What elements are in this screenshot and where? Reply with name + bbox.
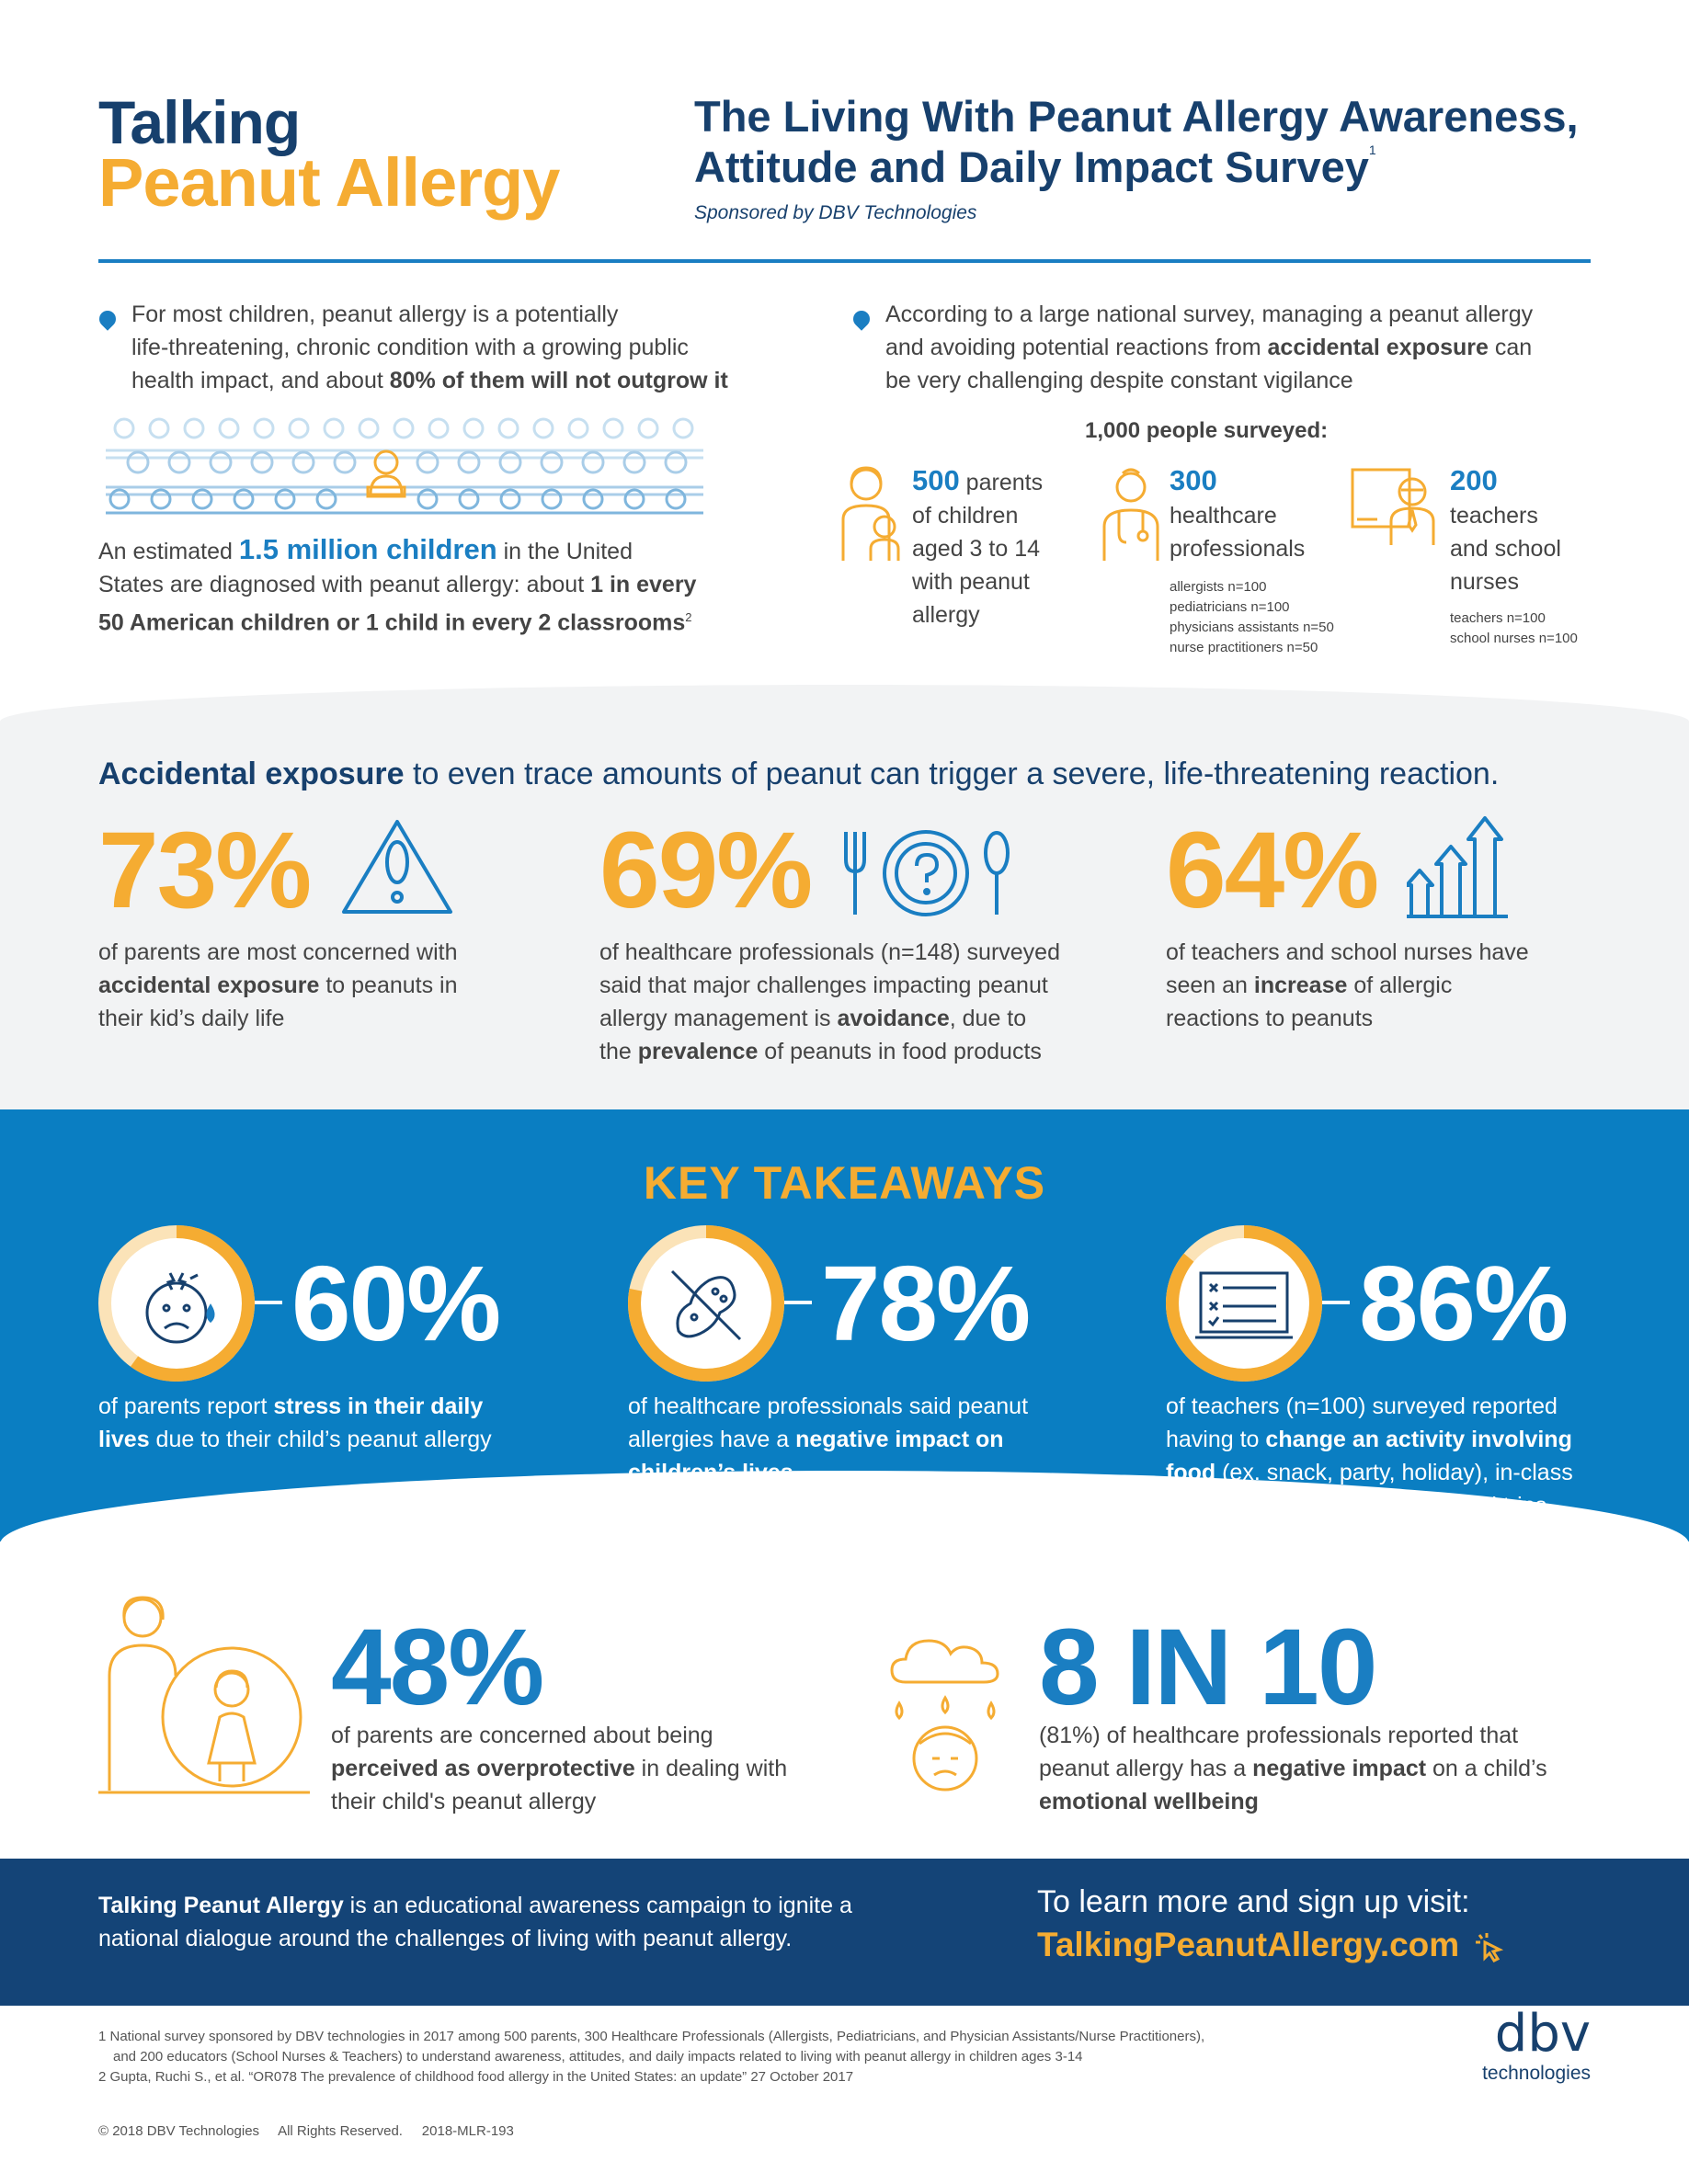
increase-arrows-icon xyxy=(1407,816,1508,918)
campaign-text: Talking Peanut Allergy is an educational… xyxy=(98,1893,852,1951)
overprotective-parent-icon xyxy=(98,1596,310,1794)
logo-talking: Talking xyxy=(98,88,301,156)
stat-48-text: of parents are concerned about being per… xyxy=(331,1723,788,1814)
sponsor-line: Sponsored by DBV Technologies xyxy=(694,202,977,223)
teacher-icon xyxy=(1351,468,1435,545)
accidental-section-bg xyxy=(0,685,1689,1109)
plate-question-icon xyxy=(844,830,1010,916)
stat-69-pct: 69% xyxy=(599,810,813,931)
bullet-icon xyxy=(850,307,873,331)
intro-right-text: According to a large national survey, ma… xyxy=(885,301,1534,393)
no-peanut-icon xyxy=(628,1225,784,1382)
page-title: The Living With Peanut Allergy Awareness… xyxy=(694,92,1579,191)
stat-73-pct: 73% xyxy=(98,810,312,931)
intro-left-text: For most children, peanut allergy is a p… xyxy=(131,301,728,393)
teachers-breakdown: teachers n=100 school nurses n=100 xyxy=(1450,610,1578,646)
stat-64-pct: 64% xyxy=(1166,810,1379,931)
classroom-crowd-icon xyxy=(106,417,703,515)
connector-line xyxy=(255,1301,282,1304)
stat-8in10-text: (81%) of healthcare professionals report… xyxy=(1039,1723,1547,1814)
warning-peanut-icon xyxy=(342,820,452,914)
kt-78-pct: 78% xyxy=(821,1244,1031,1363)
stress-face-icon xyxy=(98,1225,255,1382)
sad-cloud-face-icon xyxy=(890,1639,999,1792)
header-divider xyxy=(98,259,1591,263)
doctor-icon xyxy=(1102,468,1159,561)
kt-60-text: of parents report stress in their daily … xyxy=(98,1393,492,1452)
stat-48-pct: 48% xyxy=(331,1607,544,1728)
key-takeaways-bg xyxy=(0,1109,1689,1541)
connector-line xyxy=(1322,1301,1350,1304)
stat-73-text: of parents are most concerned with accid… xyxy=(98,939,458,1031)
campaign-footer xyxy=(0,1859,1689,2006)
healthcare-breakdown: allergists n=100 pediatricians n=100 phy… xyxy=(1170,579,1334,655)
kt-60-pct: 60% xyxy=(291,1244,501,1363)
cta-text: To learn more and sign up visit: xyxy=(1037,1884,1470,1919)
group-teachers: 200 teachers and school nurses xyxy=(1450,464,1561,595)
logo-peanut-allergy: Peanut Allergy xyxy=(98,144,560,221)
website-link[interactable]: TalkingPeanutAllergy.com xyxy=(1037,1926,1505,1964)
surveyed-label: 1,000 people surveyed: xyxy=(1085,418,1329,443)
accidental-heading: Accidental exposure to even trace amount… xyxy=(98,756,1500,791)
footnotes: 1 National survey sponsored by DBV techn… xyxy=(98,2029,1205,2085)
bullet-icon xyxy=(96,307,120,331)
estimate-text: An estimated 1.5 million children in the… xyxy=(98,533,697,636)
group-parents: 500 parents of children aged 3 to 14 wit… xyxy=(912,464,1044,628)
parent-child-icon xyxy=(841,466,900,561)
group-healthcare: 300 healthcare professionals xyxy=(1170,464,1306,562)
click-cursor-icon xyxy=(1476,1933,1504,1963)
connector-line xyxy=(784,1301,812,1304)
kt-78-text: of healthcare professionals said peanut … xyxy=(628,1393,1029,1485)
stat-69-text: of healthcare professionals (n=148) surv… xyxy=(599,939,1060,1064)
stat-8in10: 8 IN 10 xyxy=(1039,1607,1377,1728)
stat-64-text: of teachers and school nurses have seen … xyxy=(1166,939,1529,1031)
key-takeaways-title: KEY TAKEAWAYS xyxy=(643,1157,1046,1209)
copyright: © 2018 DBV Technologies All Rights Reser… xyxy=(98,2123,514,2139)
checklist-board-icon xyxy=(1166,1225,1322,1382)
dbv-logo: dbv technologies xyxy=(1482,2004,1591,2084)
kt-86-pct: 86% xyxy=(1359,1244,1569,1363)
kt-86-text: of teachers (n=100) surveyed reported ha… xyxy=(1166,1393,1573,1519)
